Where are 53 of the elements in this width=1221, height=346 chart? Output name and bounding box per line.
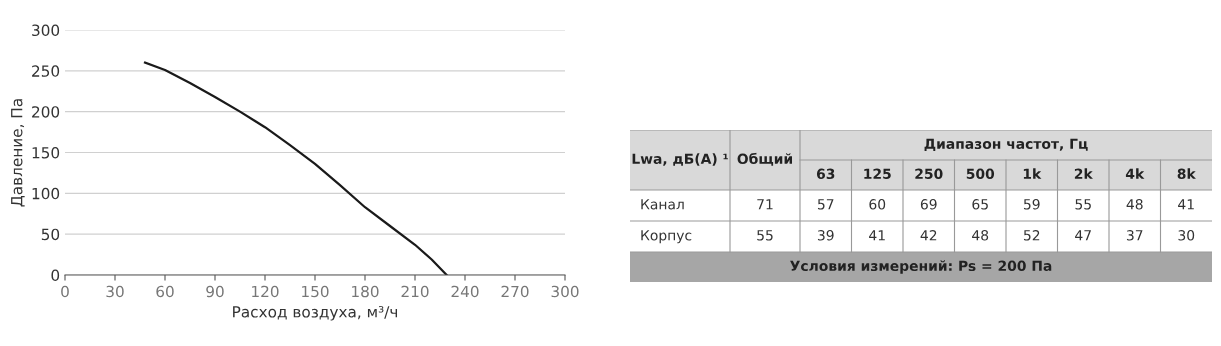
category-label: 250 <box>915 168 943 180</box>
x-tick-label: 270 <box>501 285 529 298</box>
category-label: 125 <box>864 168 891 180</box>
text: 55 <box>1075 199 1091 210</box>
category-label: 4k <box>1125 168 1145 179</box>
text: 47 <box>1075 230 1091 241</box>
y-tick-label: 0 <box>51 269 60 282</box>
text: 39 <box>817 230 834 241</box>
x-tick-label: 210 <box>401 285 429 298</box>
y-tick-label: 150 <box>32 146 60 159</box>
category-label: 1k <box>1023 168 1042 179</box>
text: 69 <box>920 199 937 210</box>
x-tick-label: 300 <box>551 285 579 298</box>
text: 55 <box>757 230 773 241</box>
line-series <box>143 61 448 275</box>
text: 57 <box>817 199 834 210</box>
x-axis-title: Расход воздуха, м³/ч <box>233 306 398 321</box>
text: 48 <box>972 230 989 241</box>
text: Диапазон частот, Гц <box>924 138 1088 152</box>
text: 59 <box>1023 199 1040 210</box>
text: 65 <box>972 199 988 210</box>
text: 42 <box>920 230 937 241</box>
category-label: Канал <box>641 199 684 210</box>
text: Условия измерений: Ps = 200 Па <box>790 260 1052 274</box>
text: 48 <box>1126 199 1143 210</box>
text: 37 <box>1126 230 1143 241</box>
x-tick-label: 0 <box>61 285 69 298</box>
x-tick-label: 120 <box>252 285 279 298</box>
category-label: 2k <box>1074 168 1093 179</box>
category-label: 63 <box>816 168 835 180</box>
y-tick-label: 300 <box>32 24 60 37</box>
text: 30 <box>1178 230 1195 241</box>
text: 41 <box>1178 199 1194 210</box>
category-label: Общий <box>737 152 792 166</box>
x-tick-label: 60 <box>156 285 174 298</box>
text: 41 <box>869 230 885 241</box>
x-tick-label: 150 <box>302 285 329 298</box>
text: 60 <box>869 199 886 210</box>
text: 71 <box>757 199 773 210</box>
text: 52 <box>1023 230 1040 241</box>
y-tick-label: 250 <box>32 65 60 77</box>
text: Lwa, дБ(А) ¹ <box>632 153 728 166</box>
x-tick-label: 240 <box>451 285 479 298</box>
category-label: Корпус <box>641 230 692 244</box>
y-tick-label: 200 <box>32 106 60 118</box>
y-axis-title: Давление, Па <box>11 99 25 207</box>
y-tick-label: 100 <box>32 187 60 200</box>
x-tick-label: 30 <box>106 285 124 298</box>
x-tick-label: 90 <box>206 285 224 298</box>
x-tick-label: 180 <box>352 285 379 298</box>
category-label: 500 <box>966 168 995 180</box>
category-label: 8k <box>1177 168 1196 180</box>
y-tick-label: 50 <box>41 228 60 241</box>
